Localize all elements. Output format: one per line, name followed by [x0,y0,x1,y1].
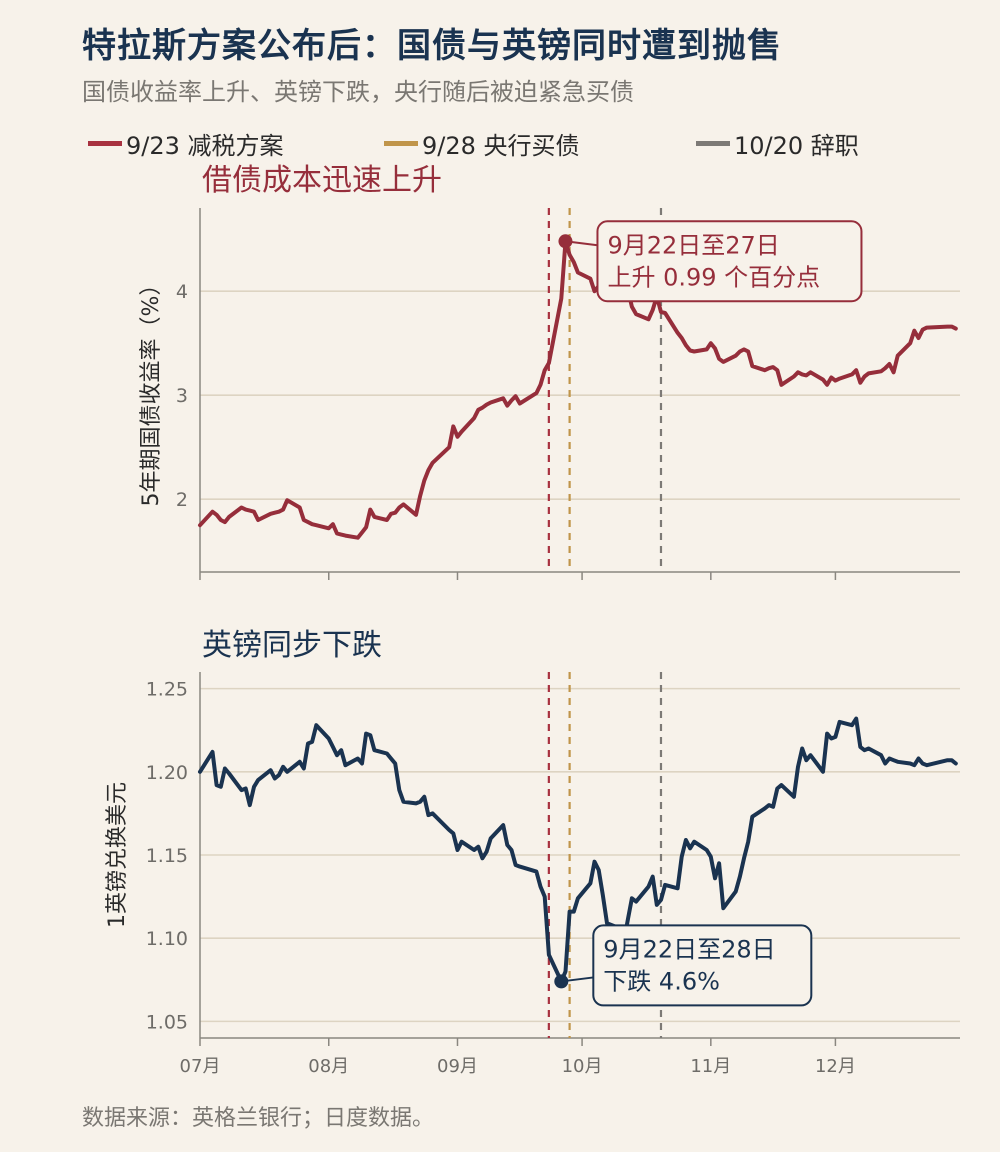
legend-label-boe: 9/28 央行买债 [422,132,580,160]
series-line-gilt [198,239,958,540]
x-tick-label-4: 11月 [690,1056,731,1077]
y-axis-label-pound: 1英镑兑换美元 [105,782,130,928]
legend-swatch-boe [384,141,418,146]
annotation-box-pound [592,924,813,1007]
annotation-text-pound-0: 9月22日至28日 [603,935,775,963]
annotation-box-gilt [596,220,863,303]
page-subtitle: 国债收益率上升、英镑下跌，央行随后被迫紧急买债 [82,78,634,106]
y-tick-label-pound-1: 1.10 [146,928,188,950]
legend-item-budget: 9/23 减税方案 [88,126,284,161]
x-tick-label-2: 09月 [437,1056,478,1077]
y-tick-label-pound-0: 1.05 [146,1011,188,1033]
annotation-point-pound [554,974,569,989]
annotation-point-gilt [558,234,573,249]
y-tick-label-pound-4: 1.25 [146,679,188,701]
y-tick-label-pound-3: 1.20 [146,762,188,784]
legend-item-resign: 10/20 辞职 [696,126,859,161]
y-tick-label-gilt-0: 2 [176,489,188,511]
y-tick-label-pound-2: 1.15 [146,845,188,867]
y-tick-label-gilt-2: 4 [176,281,188,303]
x-tick-label-1: 08月 [308,1056,349,1077]
legend-label-resign: 10/20 辞职 [734,132,859,160]
legend-swatch-budget [88,141,122,146]
x-tick-label-5: 12月 [815,1056,856,1077]
legend-item-boe: 9/28 央行买债 [384,126,580,161]
annotation-text-pound-1: 下跌 4.6% [603,967,720,995]
page-title: 特拉斯方案公布后：国债与英镑同时遭到抛售 [82,26,782,66]
legend-label-budget: 9/23 减税方案 [126,132,284,160]
y-tick-label-gilt-1: 3 [176,385,188,407]
annotation-text-gilt-0: 9月22日至27日 [607,231,779,259]
panel-title-gilt: 借债成本迅速上升 [202,163,442,198]
series-line-pound [198,716,958,984]
x-tick-label-0: 07月 [180,1056,221,1077]
x-tick-label-3: 10月 [562,1056,603,1077]
legend-swatch-resign [696,141,730,146]
annotation-text-gilt-1: 上升 0.99 个百分点 [607,263,820,291]
y-axis-label-gilt: 5年期国债收益率（%） [139,274,164,507]
source-note: 数据来源：英格兰银行；日度数据。 [82,1106,435,1131]
panel-title-pound: 英镑同步下跌 [202,628,382,663]
